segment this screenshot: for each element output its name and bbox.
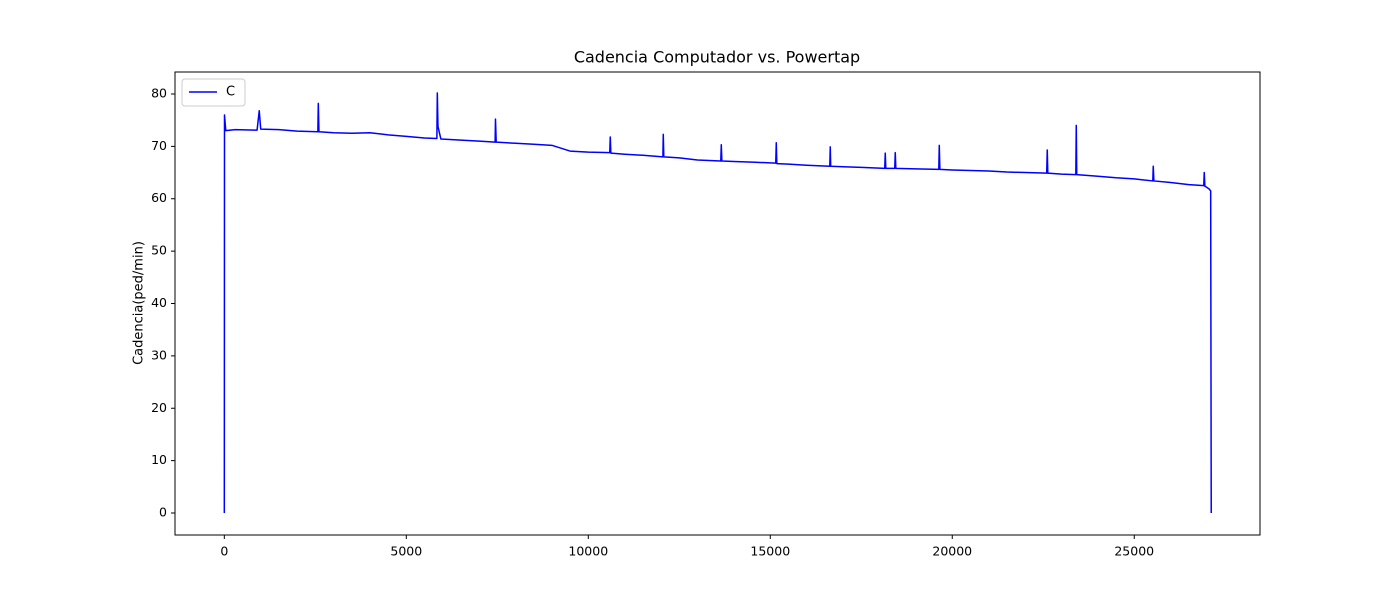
x-tick-label: 0 (220, 544, 228, 559)
y-tick-label: 80 (151, 85, 167, 100)
y-tick-label: 30 (151, 347, 167, 362)
y-axis-label: Cadencia(ped/min) (132, 241, 147, 365)
x-tick-label: 10000 (568, 544, 608, 559)
x-tick-label: 20000 (932, 544, 972, 559)
y-tick-label: 70 (151, 138, 167, 153)
legend-label: C (226, 85, 235, 100)
y-tick-label: 10 (151, 452, 167, 467)
x-tick-label: 5000 (390, 544, 422, 559)
plot-frame (174, 71, 1261, 536)
y-tick-label: 0 (159, 505, 167, 520)
y-tick-label: 50 (151, 243, 167, 258)
y-tick-label: 40 (151, 295, 167, 310)
y-tick-label: 20 (151, 400, 167, 415)
x-tick-label: 15000 (750, 544, 790, 559)
y-tick-label: 60 (151, 190, 167, 205)
data-line (223, 92, 1212, 514)
x-tick-label: 25000 (1114, 544, 1154, 559)
chart-title: Cadencia Computador vs. Powertap (574, 48, 860, 67)
